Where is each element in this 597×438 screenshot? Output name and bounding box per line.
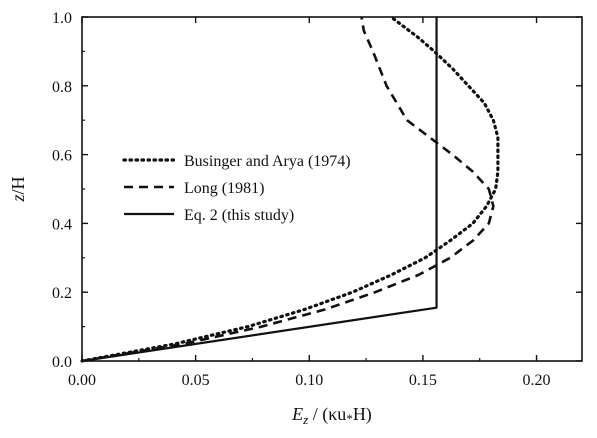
y-tick-label: 0.8 — [52, 79, 72, 96]
x-axis-title-main: E — [291, 404, 303, 424]
y-tick-label: 1.0 — [52, 10, 72, 27]
x-axis-title-rest: / (κu — [308, 404, 346, 425]
x-tick-label: 0.15 — [409, 372, 437, 389]
series-line-2 — [81, 16, 495, 363]
y-tick-label: 0.2 — [52, 285, 72, 302]
x-tick-label: 0.00 — [68, 372, 96, 389]
y-axis-title-rest: /H — [8, 176, 28, 194]
x-axis-title-star: * — [346, 411, 353, 426]
legend-label-1: Businger and Arya (1974) — [184, 153, 351, 170]
axis-ticks: 0.00 0.05 0.10 0.15 0.20 0.0 0.2 0.4 0.6 0.8 1.0 — [52, 10, 582, 389]
legend: Businger and Arya (1974) Long (1981) Eq. 2… — [122, 153, 351, 224]
y-axis-title: z/H — [8, 176, 28, 202]
x-axis-title-tail: H) — [353, 404, 372, 425]
y-tick-label: 0.4 — [52, 216, 72, 233]
series-lines — [80, 15, 500, 363]
x-tick-label: 0.20 — [523, 372, 551, 389]
y-axis-title-main: z — [8, 194, 28, 202]
x-axis-title: Ez / (κu*H) — [291, 404, 372, 427]
legend-label-2: Long (1981) — [184, 180, 264, 197]
x-tick-label: 0.05 — [182, 372, 210, 389]
x-tick-label: 0.10 — [295, 372, 323, 389]
series-line-1 — [80, 15, 500, 363]
plot-frame — [81, 16, 583, 362]
y-tick-label: 0.0 — [52, 354, 72, 371]
series-line-3 — [81, 17, 438, 363]
legend-label-3: Eq. 2 (this study) — [184, 207, 294, 224]
x-axis-title-sub: z — [302, 412, 308, 427]
y-tick-label: 0.6 — [52, 148, 72, 165]
